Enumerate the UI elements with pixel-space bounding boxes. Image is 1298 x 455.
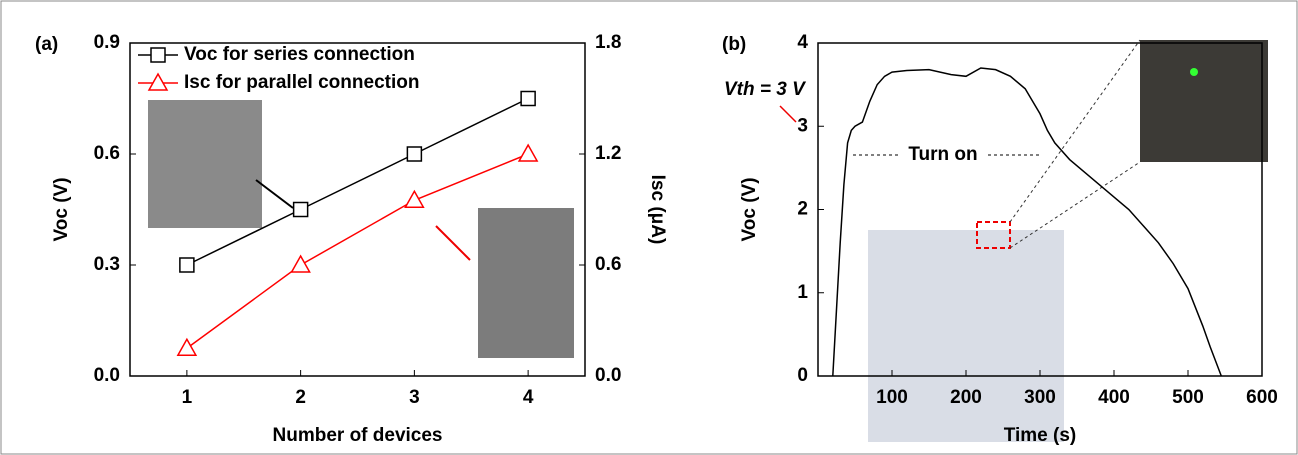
legend-marker [151, 48, 165, 62]
annotation: Vth = 3 V [724, 79, 806, 100]
legend-label: Isc for parallel connection [184, 72, 419, 93]
guide-line [1010, 40, 1140, 222]
y-tick-label: 0.9 [94, 32, 120, 53]
y-tick-label: 0.6 [94, 143, 120, 164]
y-tick-label: 1 [797, 282, 808, 303]
y-tick-label: 4 [797, 32, 808, 53]
x-tick-label: 600 [1246, 387, 1278, 408]
y-tick-label: 0.3 [94, 254, 120, 275]
x-tick-label: 3 [409, 387, 420, 408]
x-tick-label: 1 [182, 387, 193, 408]
annotation: Turn on [908, 144, 977, 165]
panel-label: (b) [722, 34, 746, 55]
marker [405, 191, 423, 207]
arrow [780, 106, 796, 122]
photo-inset [1140, 40, 1268, 162]
figure: (a) 1 2 3 4 0.0 0.3 0.6 0.9 0.0 0.6 1.2 1.8 Number of… [0, 0, 1298, 455]
marker [294, 203, 308, 217]
marker [178, 339, 196, 355]
y2-tick-label: 0.6 [595, 254, 621, 275]
photo-inset [148, 100, 262, 228]
marker [292, 256, 310, 272]
led [1190, 68, 1198, 76]
x-tick-label: 2 [295, 387, 306, 408]
x-tick-label: 500 [1172, 387, 1204, 408]
marker [519, 145, 537, 161]
y-axis-label: Voc (V) [739, 177, 760, 241]
y2-tick-label: 1.8 [595, 32, 621, 53]
y-tick-label: 3 [797, 115, 808, 136]
y-axis-label: Voc (V) [51, 177, 72, 241]
x-axis-label: Time (s) [1004, 425, 1077, 446]
y2-tick-label: 1.2 [595, 143, 621, 164]
x-tick-label: 200 [950, 387, 982, 408]
x-tick-label: 100 [876, 387, 908, 408]
marker [180, 258, 194, 272]
photo-inset [478, 208, 574, 358]
marker [407, 147, 421, 161]
panel-label: (a) [35, 34, 58, 55]
y-tick-label: 0 [797, 365, 808, 386]
arrow [436, 226, 470, 260]
x-axis-label: Number of devices [273, 425, 443, 446]
legend-marker [149, 74, 167, 90]
y-tick-label: 2 [797, 199, 808, 220]
legend-label: Voc for series connection [184, 44, 415, 65]
x-tick-label: 400 [1098, 387, 1130, 408]
photo-inset [868, 230, 1064, 442]
x-tick-label: 4 [523, 387, 534, 408]
x-tick-label: 300 [1024, 387, 1056, 408]
y-tick-label: 0.0 [94, 365, 120, 386]
y2-axis-label: Isc (μA) [647, 175, 668, 245]
marker [521, 92, 535, 106]
y2-tick-label: 0.0 [595, 365, 621, 386]
